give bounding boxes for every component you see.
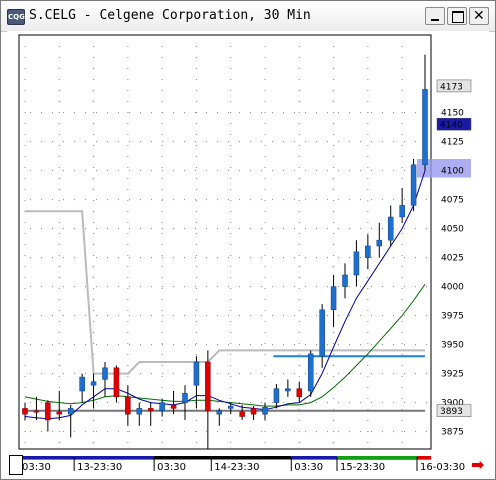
y-tick-label-8: 3950 <box>441 341 464 351</box>
slow-ma-line <box>24 284 426 407</box>
candle-body-27 <box>330 286 337 311</box>
candle-body-20 <box>250 408 257 415</box>
scroll-left-box[interactable] <box>9 455 23 475</box>
candle-body-26 <box>319 309 325 357</box>
time-segment-bar-5 <box>337 456 417 459</box>
y-tick-label-5: 4025 <box>441 254 464 264</box>
y-tick-label-2: 4100 <box>441 167 464 177</box>
candle-body-10 <box>136 408 143 415</box>
x-tick-label-5: 15-23:30 <box>340 462 385 473</box>
candle-body-13 <box>170 404 177 409</box>
time-segment-bar-1 <box>74 456 155 459</box>
candle-body-3 <box>56 411 63 415</box>
candle-body-31 <box>376 239 383 247</box>
candle-body-32 <box>387 216 394 241</box>
minimize-button[interactable] <box>425 7 445 25</box>
candle-body-8 <box>113 367 120 398</box>
y-tick-label-3: 4075 <box>441 196 464 206</box>
candle-body-30 <box>365 245 371 258</box>
candle-body-14 <box>182 393 188 403</box>
candle-body-19 <box>239 411 245 417</box>
gray-indicator-line <box>25 210 425 375</box>
y-tick-label-6: 4000 <box>441 283 464 293</box>
y-tick-label-0: 4150 <box>441 109 464 119</box>
candle-body-6 <box>90 381 97 386</box>
plot-border <box>18 34 432 450</box>
candle-body-7 <box>102 367 108 380</box>
highlight-band <box>417 159 471 178</box>
price-label-0: 4173 <box>440 82 463 92</box>
time-segment-bar-0 <box>19 456 75 459</box>
price-chart[interactable]: 4150 4125 4100 4075 4050 4025 4000 3975 3950 3925… <box>7 31 489 477</box>
candle-body-34 <box>410 164 417 206</box>
chart-app-icon[interactable]: CQG <box>7 9 25 25</box>
candle-body-18 <box>227 405 234 409</box>
candle-body-28 <box>342 274 348 287</box>
close-button[interactable]: ✕ <box>469 7 489 25</box>
candle-body-0 <box>22 408 28 415</box>
window-title: S.CELG - Celgene Corporation, 30 Min <box>29 8 311 23</box>
candle-body-16 <box>205 361 211 411</box>
candle-body-21 <box>262 406 268 415</box>
time-segment-bar-6 <box>417 456 431 459</box>
price-label-box-0 <box>436 79 472 93</box>
time-segment-bar-4 <box>291 456 337 459</box>
time-segment-bar-2 <box>154 456 212 459</box>
x-tick-label-1: 13-23:30 <box>77 462 122 473</box>
candle-body-17 <box>216 410 223 415</box>
candle-body-23 <box>285 388 291 392</box>
x-tick-label-3: 14-23:30 <box>214 462 259 473</box>
candle-body-22 <box>273 388 280 403</box>
candle-body-35 <box>422 89 428 166</box>
x-tick-label-4: 03:30 <box>294 462 323 473</box>
y-tick-label-1: 4125 <box>441 138 464 148</box>
y-tick-label-10: 3900 <box>441 399 464 409</box>
y-tick-label-7: 3975 <box>441 312 464 322</box>
chart-area[interactable]: 4150 4125 4100 4075 4050 4025 4000 3975 3950 3925… <box>7 31 489 477</box>
x-tick-label-2: 03:30 <box>157 462 186 473</box>
candle-body-12 <box>159 402 165 411</box>
candle-body-25 <box>307 353 314 392</box>
y-tick-label-4: 4050 <box>441 225 464 235</box>
candle-body-9 <box>125 396 131 415</box>
price-label-box-2 <box>436 404 472 417</box>
candle-body-5 <box>79 376 85 392</box>
minimize-icon <box>431 19 439 21</box>
candle-body-4 <box>67 408 74 415</box>
maximize-icon <box>452 11 464 23</box>
y-tick-label-9: 3925 <box>441 370 464 380</box>
title-bar[interactable]: CQG S.CELG - Celgene Corporation, 30 Min… <box>1 1 495 32</box>
price-label-1: 4140 <box>440 121 463 131</box>
candle-body-24 <box>296 388 303 398</box>
time-segment-bar-3 <box>211 456 292 459</box>
candle-body-1 <box>33 410 40 413</box>
close-icon: ✕ <box>473 8 485 24</box>
candle-body-2 <box>45 402 51 421</box>
candle-body-33 <box>399 205 405 218</box>
maximize-button[interactable] <box>447 7 467 25</box>
x-tick-label-0: 03:30 <box>22 462 51 473</box>
candle-body-11 <box>147 408 154 411</box>
price-label-box-1 <box>436 117 472 131</box>
y-tick-label-11: 3875 <box>441 428 464 438</box>
x-tick-label-6: 16-03:30 <box>420 462 465 473</box>
fast-ma-line <box>24 170 426 420</box>
scroll-right-arrow-icon[interactable]: ➡ <box>471 455 485 474</box>
candle-body-29 <box>353 251 360 276</box>
price-label-2: 3893 <box>440 407 463 417</box>
candle-body-15 <box>193 361 200 386</box>
